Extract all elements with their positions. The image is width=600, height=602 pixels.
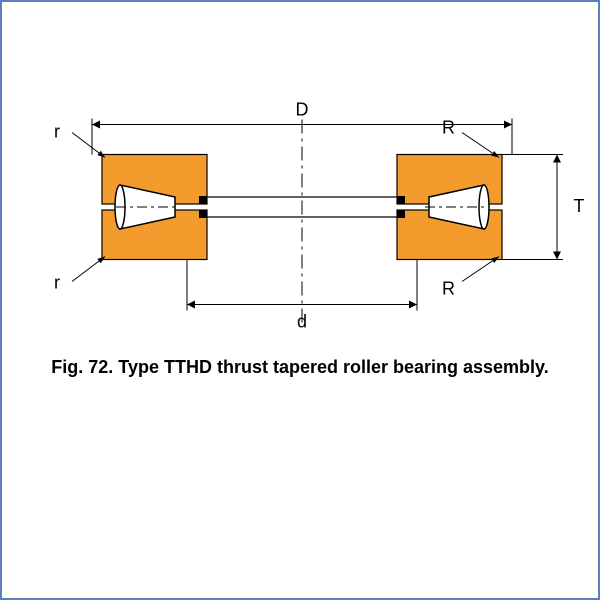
bearing-diagram: Dd T R Rr r: [2, 2, 600, 602]
svg-text:r: r: [54, 272, 60, 292]
svg-text:D: D: [296, 99, 309, 119]
svg-text:r: r: [54, 121, 60, 141]
figure-caption: Fig. 72. Type TTHD thrust tapered roller…: [2, 357, 598, 378]
svg-text:T: T: [574, 196, 585, 216]
svg-text:R: R: [442, 278, 455, 298]
svg-text:d: d: [297, 311, 307, 331]
svg-text:R: R: [442, 117, 455, 137]
diagram-page: Dd T R Rr r Fig. 72. Type TTHD thrust tapere…: [0, 0, 600, 600]
